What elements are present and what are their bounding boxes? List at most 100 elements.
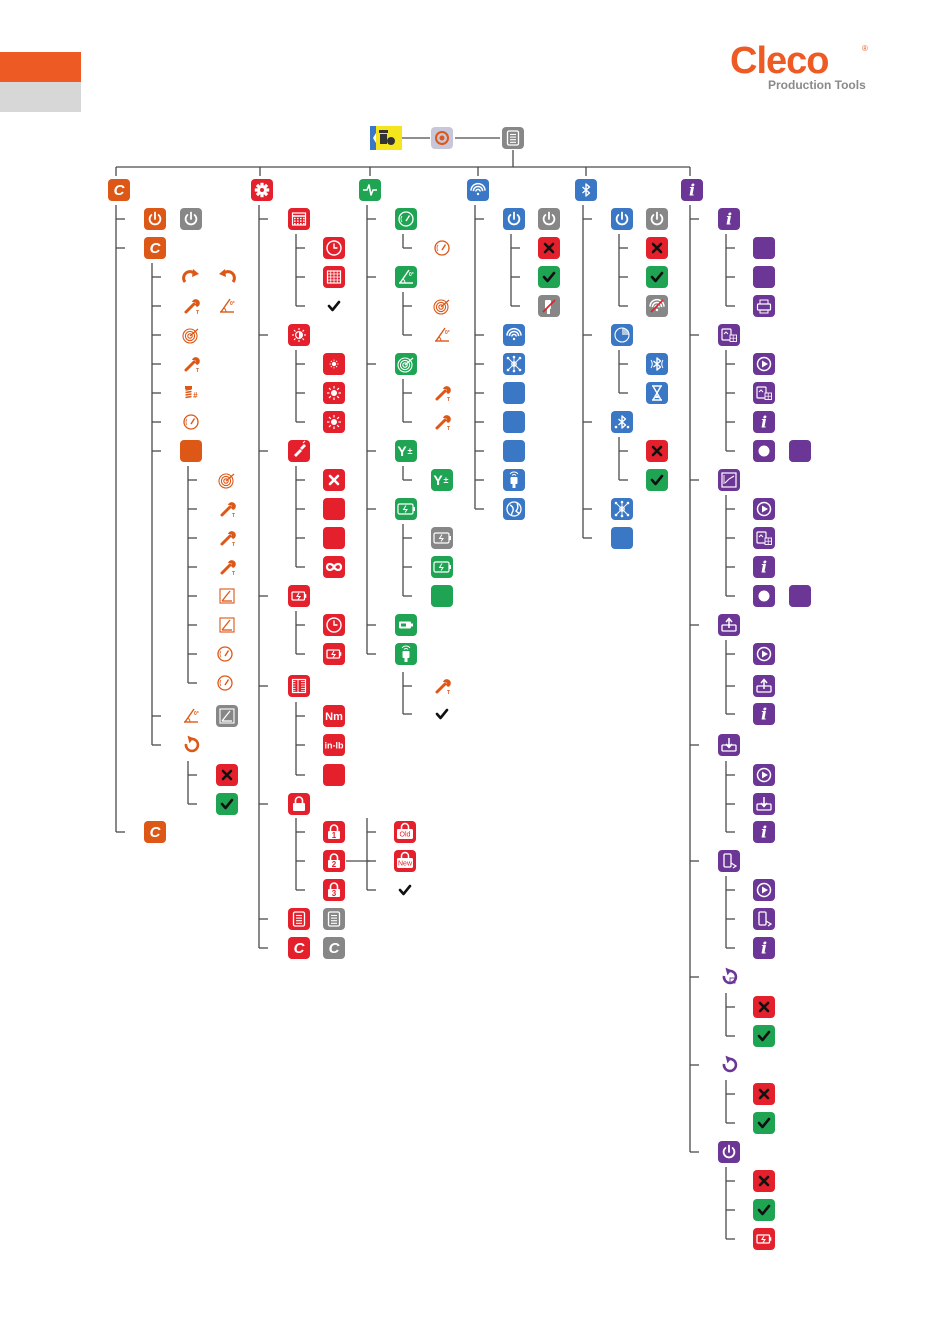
brightness-low-icon [323,353,345,375]
wireless-tool-icon [503,469,525,491]
flashlight-icon [288,440,310,462]
tablet-grid-icon [753,527,775,549]
red-square-icon [323,498,345,520]
svg-text:T: T [232,513,235,519]
svg-text:3: 3 [332,889,337,898]
network-icon [611,498,633,520]
svg-text:C: C [114,182,126,199]
check-icon [398,884,412,896]
svg-text:1: 1 [332,831,337,840]
svg-text:T: T [232,571,235,577]
unit-inlb-badge-label: in-lb [325,740,344,750]
svg-text:T: T [447,426,450,432]
lock-step-1-icon: 1 [323,821,345,843]
play-icon [753,879,775,901]
wifi-off-icon [646,295,668,317]
wrench-icon: T [435,386,451,403]
bluetooth-icon [575,179,597,201]
target-icon [218,473,235,489]
angle-icon: 0° [395,266,417,288]
svg-text:i: i [726,210,732,229]
upload-icon [753,675,775,697]
download-icon [718,734,740,756]
svg-text:i: i [761,705,767,724]
info-icon: i [753,556,775,578]
clock-icon [323,237,345,259]
purple-square-icon [789,440,811,462]
angle-icon: 0° [184,708,199,723]
torque-plus-minus-icon: Y ± [395,440,417,462]
check-icon [753,1112,775,1134]
cleco-c-icon: C [108,179,130,201]
wifi-icon [467,179,489,201]
info-icon: i [753,821,775,843]
cleco-logo: Cleco ® Production Tools [730,42,880,94]
bluetooth-icon [646,353,668,375]
svg-text:±: ± [408,446,413,456]
record-icon [753,440,775,462]
tablet-grid-icon [718,324,740,346]
svg-text:T: T [196,368,199,374]
lock-icon [288,793,310,815]
orange-square-icon [180,440,202,462]
cleco-c-icon: C [323,937,345,959]
close-icon [753,1083,775,1105]
svg-text:i: i [689,181,695,200]
unit-nm-badge-label: Nm [325,711,343,723]
svg-text:Old: Old [400,832,411,839]
blue-square-icon [611,527,633,549]
svg-text:0°: 0° [445,330,450,336]
svg-text:2: 2 [332,860,337,869]
tablet-grid-icon [753,382,775,404]
svg-text:#: # [193,391,198,400]
purple-square-icon [753,266,775,288]
lock-old-icon: Old [394,821,416,843]
cleco-c-icon: C [288,937,310,959]
angle-icon [216,705,238,727]
globe-icon [503,498,525,520]
gauge-icon [183,414,199,430]
bluetooth-link-icon [611,411,633,433]
wrench-icon: T [184,357,200,374]
close-icon [538,237,560,259]
orange-corner-tab [0,52,81,82]
angle-icon [219,617,235,633]
tool-head-icon [370,126,402,150]
svg-text:New: New [398,861,413,868]
svg-text:T: T [232,542,235,548]
screw-icon: # [185,386,198,400]
wrench-icon: T [435,415,451,432]
close-icon [753,1170,775,1192]
target-icon [433,299,450,315]
printer-icon [753,295,775,317]
redo-arrow-icon [182,269,199,283]
angle-icon [219,588,235,604]
blue-square-icon [503,440,525,462]
red-square-icon [323,527,345,549]
angle-icon: 0° [220,298,235,313]
check-icon [216,793,238,815]
lock-new-icon: New [394,850,416,872]
tool-off-icon [538,295,560,317]
info-icon: i [718,208,740,230]
check-icon [753,1025,775,1047]
wrench-icon: T [435,679,451,696]
calendar-icon [288,208,310,230]
document-icon [502,127,524,149]
reset-grid-icon [722,967,738,985]
lock-step-3-icon: 3 [323,879,345,901]
gauge-icon [395,208,417,230]
close-icon [323,469,345,491]
power-icon [144,208,166,230]
logo-tagline: Production Tools [768,78,866,92]
infinity-icon [323,556,345,578]
svg-text:C: C [294,940,306,957]
target-icon [182,328,199,344]
wifi-icon [503,324,525,346]
wrench-icon: T [220,531,236,548]
battery-icon [753,1228,775,1250]
battery-status-icon [395,498,417,520]
wrench-icon: T [184,299,200,316]
torque-plus-minus-icon: Y ± [431,469,453,491]
